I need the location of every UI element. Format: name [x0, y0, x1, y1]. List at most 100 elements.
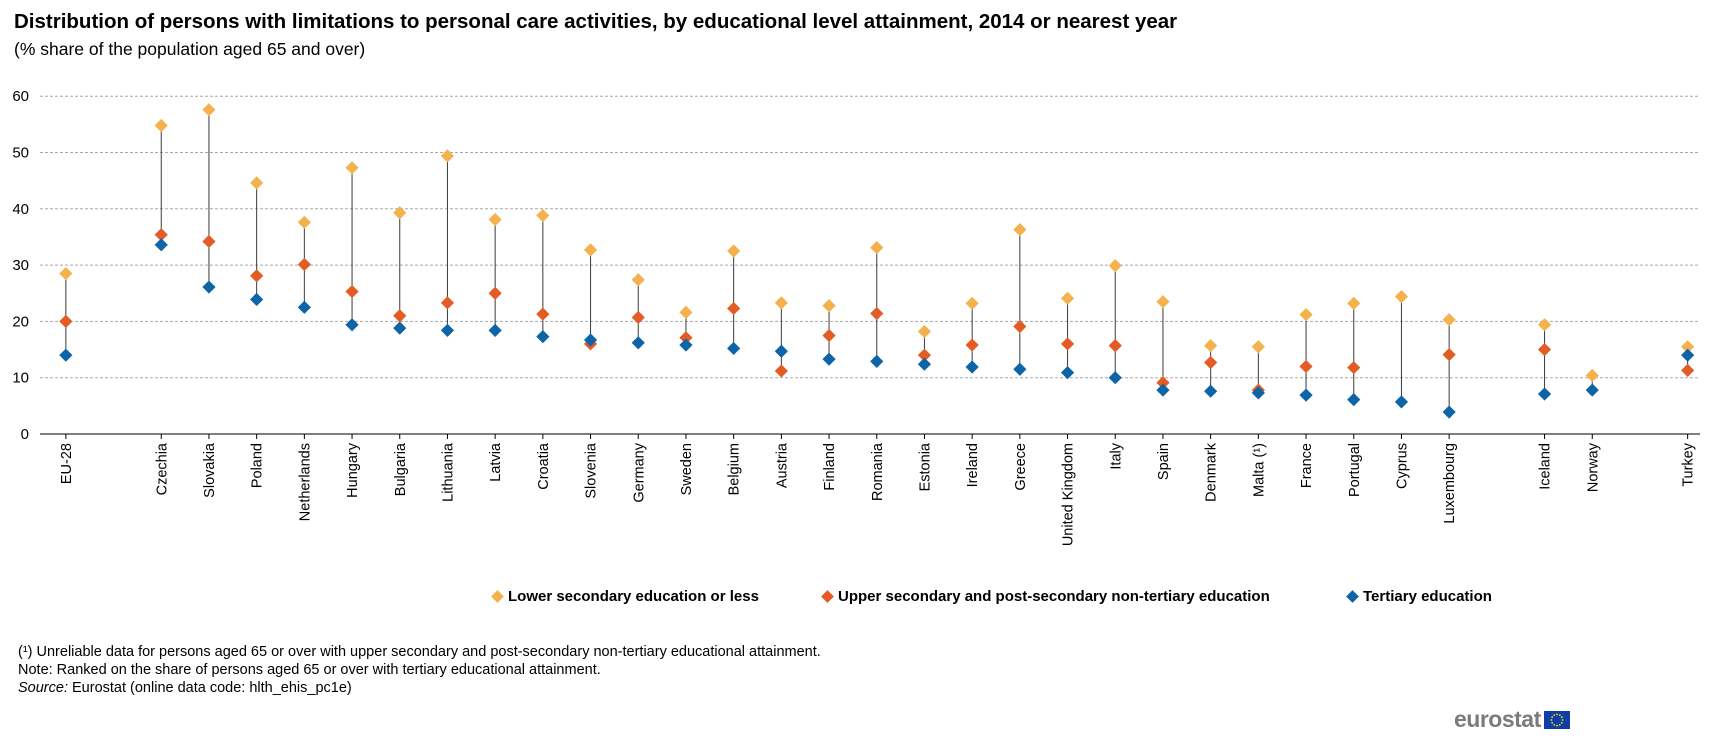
legend-label-tertiary: Tertiary education: [1363, 588, 1492, 605]
marker-tertiary: [1108, 371, 1122, 385]
notes: (¹) Unreliable data for persons aged 65 …: [18, 643, 848, 697]
marker-tertiary: [440, 323, 455, 338]
marker-lower-secondary: [583, 243, 598, 257]
marker-lower-secondary: [1681, 340, 1695, 354]
marker-tertiary: [965, 360, 979, 374]
x-tick-label: Bulgaria: [393, 442, 409, 496]
chart-canvas: 0 10 20 30 40 50 60 EU-28 Czechia Slovakia Poland…: [12, 88, 1700, 546]
marker-upper-secondary: [440, 296, 455, 310]
marker-lower-secondary: [1585, 368, 1599, 383]
x-tick-label: Germany: [631, 442, 647, 502]
marker-tertiary: [1156, 383, 1170, 397]
marker-upper-secondary: [345, 284, 359, 299]
marker-upper-secondary: [1204, 355, 1218, 370]
x-tick-label: Hungary: [345, 442, 361, 498]
marker-tertiary: [1299, 388, 1313, 402]
marker-lower-secondary: [917, 324, 932, 339]
x-axis: EU-28 Czechia Slovakia Poland Netherlands Hun…: [59, 434, 1697, 546]
marker-upper-secondary: [1442, 348, 1456, 362]
marker-lower-secondary: [1299, 308, 1313, 322]
marker-upper-secondary: [679, 331, 693, 345]
marker-lower-secondary: [1537, 318, 1552, 332]
marker-upper-secondary: [774, 364, 788, 378]
marker-lower-secondary: [393, 206, 407, 220]
flag-star: [1551, 715, 1553, 718]
x-tick-label: Latvia: [488, 442, 504, 482]
marker-upper-secondary: [727, 301, 741, 316]
x-tick-label: Greece: [1013, 443, 1029, 491]
flag-star: [1561, 718, 1564, 721]
note-ranking: Note: Ranked on the share of persons age…: [18, 662, 601, 678]
marker-tertiary: [297, 300, 311, 314]
x-tick-label: Austria: [774, 442, 790, 488]
x-tick-label: United Kingdom: [1061, 443, 1077, 546]
marker-tertiary: [1442, 405, 1456, 419]
marker-lower-secondary: [297, 215, 311, 229]
x-tick-label: Lithuania: [440, 442, 456, 502]
marker-tertiary: [870, 354, 884, 368]
marker-layer: [59, 103, 1695, 419]
marker-lower-secondary: [679, 305, 693, 319]
marker-lower-secondary: [1060, 291, 1075, 305]
marker-lower-secondary: [965, 296, 979, 310]
legend-marker-upper-secondary: [821, 590, 834, 603]
y-tick-label: 60: [12, 88, 29, 105]
marker-upper-secondary: [393, 309, 407, 323]
x-tick-label: Finland: [822, 443, 838, 491]
marker-lower-secondary: [1204, 339, 1218, 353]
marker-lower-secondary: [774, 296, 788, 310]
marker-upper-secondary: [297, 257, 311, 272]
source-text: Eurostat (online data code: hlth_ehis_pc…: [67, 680, 352, 696]
marker-upper-secondary: [154, 228, 168, 242]
eurostat-logo-text: eurostat: [1454, 706, 1541, 732]
legend-marker-lower-secondary: [491, 590, 504, 603]
marker-tertiary: [1681, 348, 1695, 362]
x-tick-label: Czechia: [154, 442, 170, 495]
marker-tertiary: [727, 341, 741, 356]
flag-star: [1560, 715, 1563, 718]
x-tick-label: Estonia: [917, 442, 933, 491]
marker-upper-secondary: [822, 328, 836, 343]
legend-label-lower-secondary: Lower secondary education or less: [508, 588, 759, 605]
stem-layer: [65, 109, 1689, 413]
y-tick-label: 10: [12, 370, 29, 387]
marker-tertiary: [631, 336, 645, 350]
x-tick-label: Turkey: [1681, 442, 1697, 487]
legend-item-lower-secondary: Lower secondary education or less: [491, 588, 759, 605]
flag-star: [1560, 721, 1563, 724]
marker-tertiary: [1013, 362, 1027, 376]
marker-lower-secondary: [154, 118, 168, 133]
marker-lower-secondary: [1347, 296, 1361, 310]
legend-label-upper-secondary: Upper secondary and post-secondary non-t…: [838, 588, 1270, 605]
y-tick-label: 30: [12, 257, 29, 274]
marker-lower-secondary: [1442, 313, 1456, 327]
marker-upper-secondary: [917, 348, 932, 362]
x-tick-label: Slovenia: [584, 442, 600, 499]
x-tick-label: Malta (¹): [1251, 443, 1267, 497]
marker-tertiary: [822, 352, 836, 366]
x-tick-label: Slovakia: [202, 442, 218, 498]
marker-lower-secondary: [631, 273, 645, 287]
marker-tertiary: [59, 348, 73, 362]
x-tick-label: Italy: [1108, 442, 1124, 469]
x-tick-label: EU-28: [59, 443, 75, 484]
marker-upper-secondary: [965, 338, 979, 352]
marker-tertiary: [250, 292, 264, 307]
marker-tertiary: [1537, 387, 1552, 401]
marker-tertiary: [1347, 393, 1361, 407]
marker-upper-secondary: [870, 306, 884, 321]
marker-lower-secondary: [488, 212, 502, 227]
marker-upper-secondary: [631, 310, 645, 325]
flag-star: [1550, 718, 1553, 721]
grid-layer: [40, 95, 1700, 435]
marker-lower-secondary: [870, 241, 884, 255]
marker-lower-secondary: [727, 244, 741, 258]
flag-star: [1553, 713, 1555, 716]
x-tick-label: France: [1299, 443, 1315, 488]
marker-lower-secondary: [536, 208, 550, 223]
marker-upper-secondary: [1060, 337, 1075, 351]
marker-upper-secondary: [488, 286, 502, 300]
marker-lower-secondary: [822, 299, 836, 313]
marker-tertiary: [536, 330, 550, 344]
marker-lower-secondary: [1108, 259, 1122, 273]
